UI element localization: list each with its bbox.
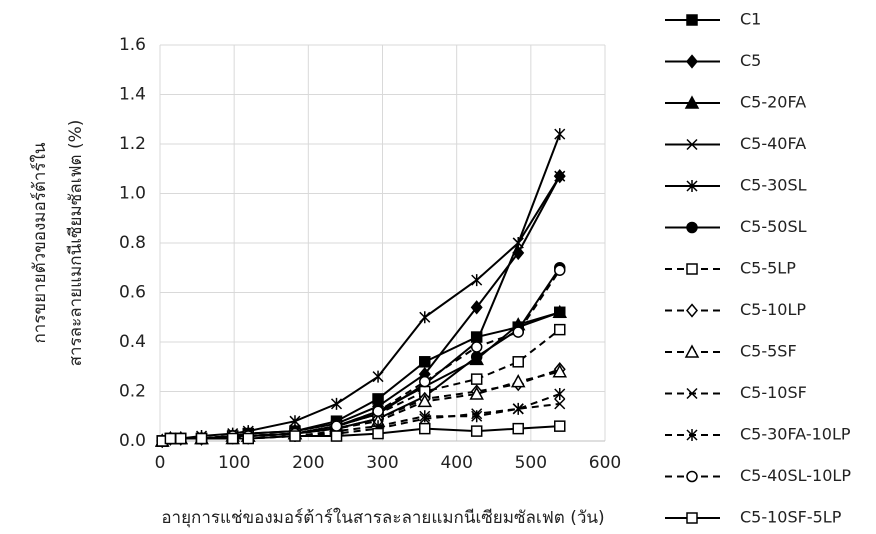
x-axis-title: อายุการแช่ของมอร์ต้าร์ในสารละลายแมกนีเซี… — [161, 507, 604, 528]
legend-label: C5-5SF — [740, 342, 797, 361]
legend-marker — [686, 346, 698, 357]
marker — [420, 357, 430, 367]
legend-label: C5-10SF — [740, 383, 807, 402]
series-line — [162, 270, 560, 441]
y-tick-label: 1.2 — [119, 134, 146, 154]
x-tick-label: 600 — [589, 453, 621, 473]
legend-marker — [687, 15, 697, 25]
marker — [243, 434, 253, 444]
legend-label: C5-10LP — [740, 300, 806, 319]
marker — [290, 431, 300, 441]
marker — [555, 265, 565, 275]
legend-marker — [687, 305, 697, 317]
marker — [197, 434, 207, 444]
marker — [332, 421, 342, 431]
marker — [555, 128, 565, 140]
legend-label: C5 — [740, 51, 761, 70]
y-tick-label: 1.4 — [119, 85, 146, 105]
legend-label: C5-30FA-10LP — [740, 425, 851, 444]
legend-marker — [687, 264, 697, 274]
y-tick-label: 0.4 — [119, 332, 146, 352]
marker — [332, 431, 342, 441]
y-tick-label: 1.6 — [119, 35, 146, 55]
legend-label: C1 — [740, 10, 761, 29]
marker — [555, 388, 565, 400]
marker — [228, 434, 238, 444]
x-tick-label: 500 — [515, 453, 547, 473]
legend-label: C5-40FA — [740, 134, 806, 153]
marker — [165, 434, 175, 444]
y-tick-label: 0.2 — [119, 382, 146, 402]
legend-label: C5-20FA — [740, 93, 806, 112]
marker — [555, 325, 565, 335]
marker — [420, 424, 430, 434]
legend-marker — [687, 472, 697, 482]
marker — [472, 274, 482, 286]
series-line — [162, 312, 560, 441]
y-tick-label: 0.0 — [119, 431, 146, 451]
marker — [513, 424, 523, 434]
marker — [373, 429, 383, 439]
series-line — [162, 330, 560, 441]
legend-marker — [687, 56, 697, 68]
marker — [472, 352, 482, 362]
legend-label: C5-40SL-10LP — [740, 466, 851, 485]
marker — [513, 327, 523, 337]
marker — [373, 371, 383, 383]
legend-label: C5-50SL — [740, 217, 807, 236]
legend-label: C5-30SL — [740, 176, 807, 195]
marker — [373, 406, 383, 416]
marker — [472, 342, 482, 352]
series-line — [162, 176, 560, 441]
marker — [420, 377, 430, 387]
y-axis-title: การขยายตัวของมอร์ต้าร์ใน — [29, 142, 50, 343]
marker — [555, 421, 565, 431]
legend-marker — [687, 513, 697, 523]
series-line — [162, 268, 560, 441]
y-tick-label: 0.6 — [119, 283, 146, 303]
x-tick-label: 100 — [218, 453, 250, 473]
marker — [513, 357, 523, 367]
marker — [176, 434, 186, 444]
marker — [420, 311, 430, 323]
x-tick-label: 400 — [440, 453, 472, 473]
legend-label: C5-5LP — [740, 259, 796, 278]
y-tick-label: 1.0 — [119, 184, 146, 204]
series-line — [162, 176, 560, 441]
legend-label: C5-10SF-5LP — [740, 508, 842, 527]
marker — [332, 398, 342, 410]
chart: การขยายตัวของมอร์ต้าร์ใน สารละลายแมกนีเซ… — [0, 0, 876, 534]
x-tick-label: 200 — [292, 453, 324, 473]
y-tick-label: 0.8 — [119, 233, 146, 253]
marker — [512, 376, 524, 387]
marker — [472, 426, 482, 436]
x-tick-label: 0 — [155, 453, 166, 473]
legend-marker — [687, 223, 697, 233]
marker — [472, 374, 482, 384]
x-tick-label: 300 — [366, 453, 398, 473]
y-axis-title: สารละลายแมกนีเซียมซัลเฟต (%) — [66, 120, 86, 367]
